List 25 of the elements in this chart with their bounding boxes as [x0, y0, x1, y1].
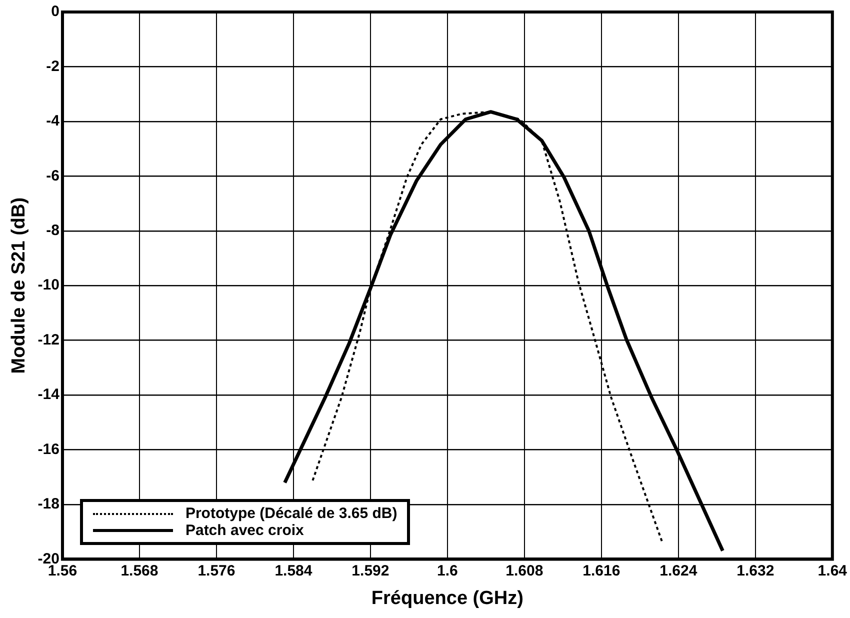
y-tick-label: -10 — [38, 276, 60, 294]
y-tick-label: -12 — [38, 331, 60, 348]
x-tick-label: 1.64 — [818, 562, 848, 580]
x-tick-label: 1.592 — [352, 562, 390, 580]
text: Patch avec croix — [185, 522, 304, 540]
x-tick-label: 1.576 — [198, 562, 236, 580]
y-tick-label: -8 — [46, 222, 60, 240]
y-axis-title: Module de S21 (dB) — [8, 197, 30, 374]
x-tick-label: 1.616 — [582, 562, 620, 580]
x-tick-label: 1.584 — [274, 562, 313, 580]
x-tick-label: 1.568 — [120, 562, 158, 580]
x-axis-title: Fréquence (GHz) — [371, 588, 524, 609]
text: Prototype (Décalé de 3.65 dB) — [185, 505, 398, 522]
y-tick-label: -2 — [46, 58, 60, 75]
y-tick-label: -14 — [38, 386, 60, 404]
x-tick-label: 1.6 — [437, 562, 458, 580]
x-tick-label: 1.632 — [736, 562, 774, 580]
x-tick-label: 1.608 — [506, 562, 544, 580]
y-tick-label: -16 — [38, 440, 60, 458]
x-tick-label: 1.624 — [660, 562, 698, 580]
y-tick-label: 0 — [51, 3, 60, 20]
y-tick-label: -4 — [46, 112, 60, 130]
x-tick-label: 1.56 — [48, 562, 78, 580]
y-tick-label: -6 — [46, 167, 60, 184]
y-tick-label: -18 — [38, 496, 60, 513]
